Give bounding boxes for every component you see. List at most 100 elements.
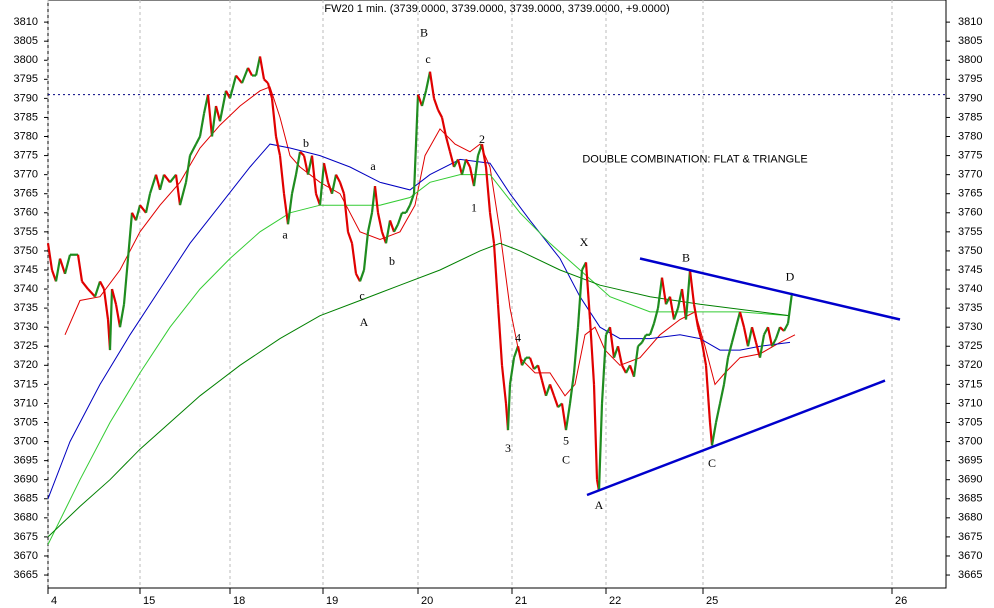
price-segment: [424, 71, 432, 91]
y-tick-label-right: 3780: [958, 130, 982, 142]
price-segment: [254, 56, 262, 76]
y-tick-label-right: 3750: [958, 245, 982, 257]
price-segment: [102, 288, 110, 320]
y-tick-label: 3715: [14, 378, 38, 390]
y-tick-label: 3705: [14, 416, 38, 428]
y-tick-label-right: 3735: [958, 302, 982, 314]
y-tick-label: 3780: [14, 130, 38, 142]
y-tick-label-right: 3785: [958, 111, 982, 123]
annotation: X: [580, 235, 589, 249]
price-segment: [506, 384, 512, 431]
price-segment: [99, 280, 105, 290]
price-segment: [528, 357, 536, 370]
price-segment: [240, 67, 250, 84]
x-tick-label: 18: [233, 595, 245, 607]
price-segment: [656, 277, 664, 309]
y-tick-label-right: 3790: [958, 92, 982, 104]
y-tick-label-right: 3805: [958, 35, 982, 47]
price-segment: [548, 384, 556, 397]
y-tick-label-right: 3720: [958, 359, 982, 371]
price-segment: [110, 288, 118, 305]
y-tick-label: 3800: [14, 54, 38, 66]
price-segment: [322, 162, 330, 183]
price-segment: [302, 155, 310, 175]
price-segment: [118, 304, 126, 328]
y-tick-label-right: 3725: [958, 340, 982, 352]
price-segment: [742, 326, 750, 347]
y-tick-label-right: 3715: [958, 378, 982, 390]
price-segment: [346, 231, 354, 244]
y-tick-label-right: 3730: [958, 321, 982, 333]
price-segment: [440, 117, 448, 137]
price-segment: [54, 258, 62, 282]
y-tick-label: 3685: [14, 493, 38, 505]
price-segment: [335, 174, 341, 183]
price-segment: [584, 262, 592, 320]
price-segment: [210, 105, 218, 137]
price-segment: [235, 74, 243, 84]
price-segment: [771, 338, 777, 347]
price-segment: [648, 322, 656, 336]
price-segment: [746, 326, 754, 347]
annotation: B: [682, 250, 690, 264]
annotation: b: [303, 136, 309, 150]
price-segment: [696, 326, 704, 343]
y-tick-label-right: 3680: [958, 512, 982, 524]
price-segment: [408, 193, 416, 206]
price-segment: [600, 334, 608, 404]
y-tick-label-right: 3710: [958, 397, 982, 409]
x-tick-label: 4: [51, 595, 57, 607]
price-segment: [456, 159, 464, 175]
price-segment: [290, 174, 298, 194]
price-segment: [700, 342, 708, 366]
price-segment: [766, 326, 774, 347]
y-tick-label: 3710: [14, 397, 38, 409]
y-tick-label-right: 3690: [958, 474, 982, 486]
price-segment: [376, 212, 384, 233]
price-segment: [758, 334, 766, 358]
y-tick-label: 3750: [14, 245, 38, 257]
y-tick-label: 3665: [14, 569, 38, 581]
price-segment: [616, 346, 624, 366]
price-segment: [750, 326, 758, 343]
price-segment: [692, 304, 700, 328]
x-tick-label: 26: [895, 595, 907, 607]
y-tick-label: 3810: [14, 16, 38, 28]
price-segment: [134, 204, 142, 221]
annotation: A: [595, 498, 604, 512]
price-segment: [139, 204, 147, 214]
price-segment: [108, 289, 114, 351]
price-segment: [388, 220, 396, 233]
price-segment: [174, 174, 182, 206]
y-tick-label: 3675: [14, 531, 38, 543]
price-segment: [294, 151, 302, 175]
price-segment: [621, 364, 627, 374]
price-segment: [189, 143, 197, 157]
annotation: 3: [505, 441, 511, 455]
annotation: B: [420, 25, 428, 39]
price-segment: [536, 365, 544, 381]
price-segment: [282, 193, 290, 225]
price-segment: [93, 281, 102, 298]
y-tick-label: 3730: [14, 321, 38, 333]
price-segment: [416, 94, 424, 107]
x-tick-label: 22: [609, 595, 621, 607]
price-segment: [366, 212, 374, 233]
y-tick-label: 3725: [14, 340, 38, 352]
annotation: a: [282, 227, 288, 241]
price-segment: [688, 269, 696, 305]
price-segment: [576, 269, 584, 328]
price-segment: [420, 90, 428, 107]
price-segment: [588, 319, 596, 385]
y-tick-label: 3720: [14, 359, 38, 371]
annotation: D: [786, 269, 795, 283]
y-tick-label-right: 3740: [958, 283, 982, 295]
price-segment: [358, 269, 366, 282]
y-tick-label-right: 3670: [958, 550, 982, 562]
y-tick-label-right: 3695: [958, 455, 982, 467]
price-segment: [266, 82, 274, 99]
x-tick-label: 25: [706, 595, 718, 607]
price-segment: [786, 292, 794, 324]
y-tick-label: 3795: [14, 73, 38, 85]
chart-title: FW20 1 min. (3739.0000, 3739.0000, 3739.…: [324, 3, 669, 15]
